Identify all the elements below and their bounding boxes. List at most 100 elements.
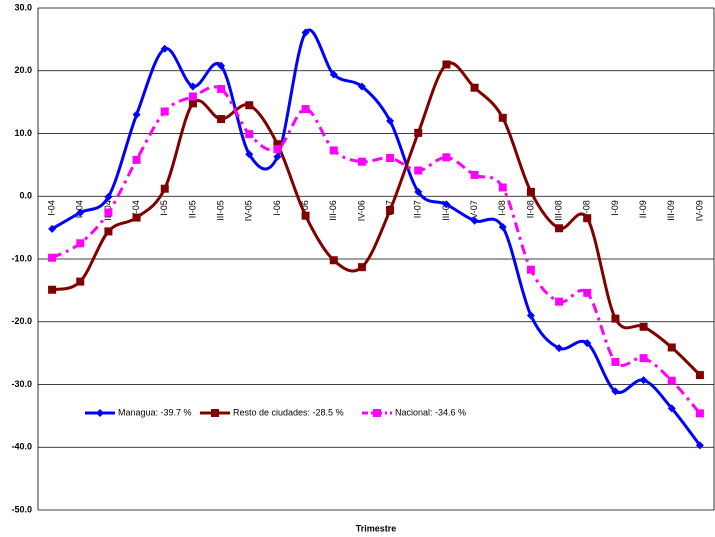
x-axis-title: Trimestre <box>356 523 397 533</box>
x-tick-label: II-07 <box>413 200 423 218</box>
marker <box>555 344 564 353</box>
marker <box>498 183 507 192</box>
marker <box>442 153 451 162</box>
marker <box>470 216 479 225</box>
marker <box>48 224 57 233</box>
x-tick-label: III-05 <box>215 200 225 221</box>
marker <box>583 214 592 223</box>
marker <box>526 187 535 196</box>
marker <box>695 371 704 380</box>
y-tick-label: -40.0 <box>11 442 32 452</box>
marker <box>611 314 620 323</box>
marker <box>470 83 479 92</box>
marker <box>667 404 676 413</box>
legend-label: Nacional: -34.6 % <box>395 407 466 417</box>
marker <box>76 239 85 248</box>
y-tick-label: 20.0 <box>14 65 32 75</box>
legend-label: Resto de ciudades: -28.5 % <box>233 407 344 417</box>
marker <box>104 208 113 217</box>
marker <box>245 130 254 139</box>
y-tick-label: 30.0 <box>14 2 32 12</box>
marker <box>301 105 310 114</box>
marker <box>357 263 366 272</box>
x-tick-label: I-05 <box>159 200 169 216</box>
x-tick-label: II-09 <box>638 200 648 218</box>
marker <box>639 376 648 385</box>
marker <box>414 128 423 137</box>
marker <box>273 145 282 154</box>
y-tick-label: -10.0 <box>11 253 32 263</box>
marker <box>160 184 169 193</box>
marker <box>132 213 141 222</box>
marker <box>414 187 423 196</box>
marker <box>386 116 395 125</box>
marker <box>104 227 113 236</box>
marker <box>526 265 535 274</box>
marker <box>583 339 592 348</box>
marker <box>555 224 564 233</box>
x-tick-label: III-09 <box>666 200 676 221</box>
marker <box>217 84 226 93</box>
x-tick-label: IV-06 <box>356 200 366 221</box>
x-tick-label: II-06 <box>300 200 310 218</box>
marker <box>555 297 564 306</box>
x-tick-label: IV-05 <box>244 200 254 221</box>
legend-marker <box>211 409 219 417</box>
marker <box>442 200 451 209</box>
marker <box>76 208 85 217</box>
marker <box>695 409 704 418</box>
y-tick-label: -30.0 <box>11 379 32 389</box>
marker <box>188 99 197 108</box>
marker <box>104 192 113 201</box>
marker <box>498 222 507 231</box>
x-tick-label: IV-07 <box>469 200 479 221</box>
marker <box>357 82 366 91</box>
y-tick-label: 10.0 <box>14 128 32 138</box>
marker <box>442 60 451 69</box>
marker <box>160 44 169 53</box>
marker <box>188 82 197 91</box>
x-tick-label: III-07 <box>441 200 451 221</box>
marker <box>329 70 338 79</box>
marker <box>386 206 395 215</box>
x-tick-label: III-06 <box>328 200 338 221</box>
series-line <box>51 28 702 447</box>
marker <box>470 170 479 179</box>
y-tick-label: 0.0 <box>19 191 32 201</box>
marker <box>76 277 85 286</box>
marker <box>386 153 395 162</box>
marker <box>273 140 282 149</box>
marker <box>639 354 648 363</box>
legend-marker <box>373 409 381 417</box>
x-tick-label: III-08 <box>553 200 563 221</box>
marker <box>414 166 423 175</box>
marker <box>160 107 169 116</box>
x-tick-label: I-09 <box>610 200 620 216</box>
marker <box>301 211 310 220</box>
marker <box>245 150 254 159</box>
marker <box>329 146 338 155</box>
y-tick-label: -20.0 <box>11 316 32 326</box>
series-line <box>51 85 702 415</box>
marker <box>611 387 620 396</box>
marker <box>301 28 310 37</box>
x-tick-label: II-05 <box>187 200 197 218</box>
marker <box>329 256 338 265</box>
x-tick-label: IV-09 <box>694 200 704 221</box>
marker <box>48 285 57 294</box>
legend-label: Managua: -39.7 % <box>118 407 192 417</box>
marker <box>132 155 141 164</box>
x-tick-label: II-08 <box>525 200 535 218</box>
marker <box>667 376 676 385</box>
marker <box>526 311 535 320</box>
marker <box>245 101 254 110</box>
x-tick-label: I-08 <box>497 200 507 216</box>
y-tick-label: -50.0 <box>11 504 32 514</box>
x-tick-label: I-04 <box>46 200 56 216</box>
marker <box>357 157 366 166</box>
marker <box>48 253 57 262</box>
marker <box>583 288 592 297</box>
marker <box>667 343 676 352</box>
legend-marker <box>96 409 104 417</box>
